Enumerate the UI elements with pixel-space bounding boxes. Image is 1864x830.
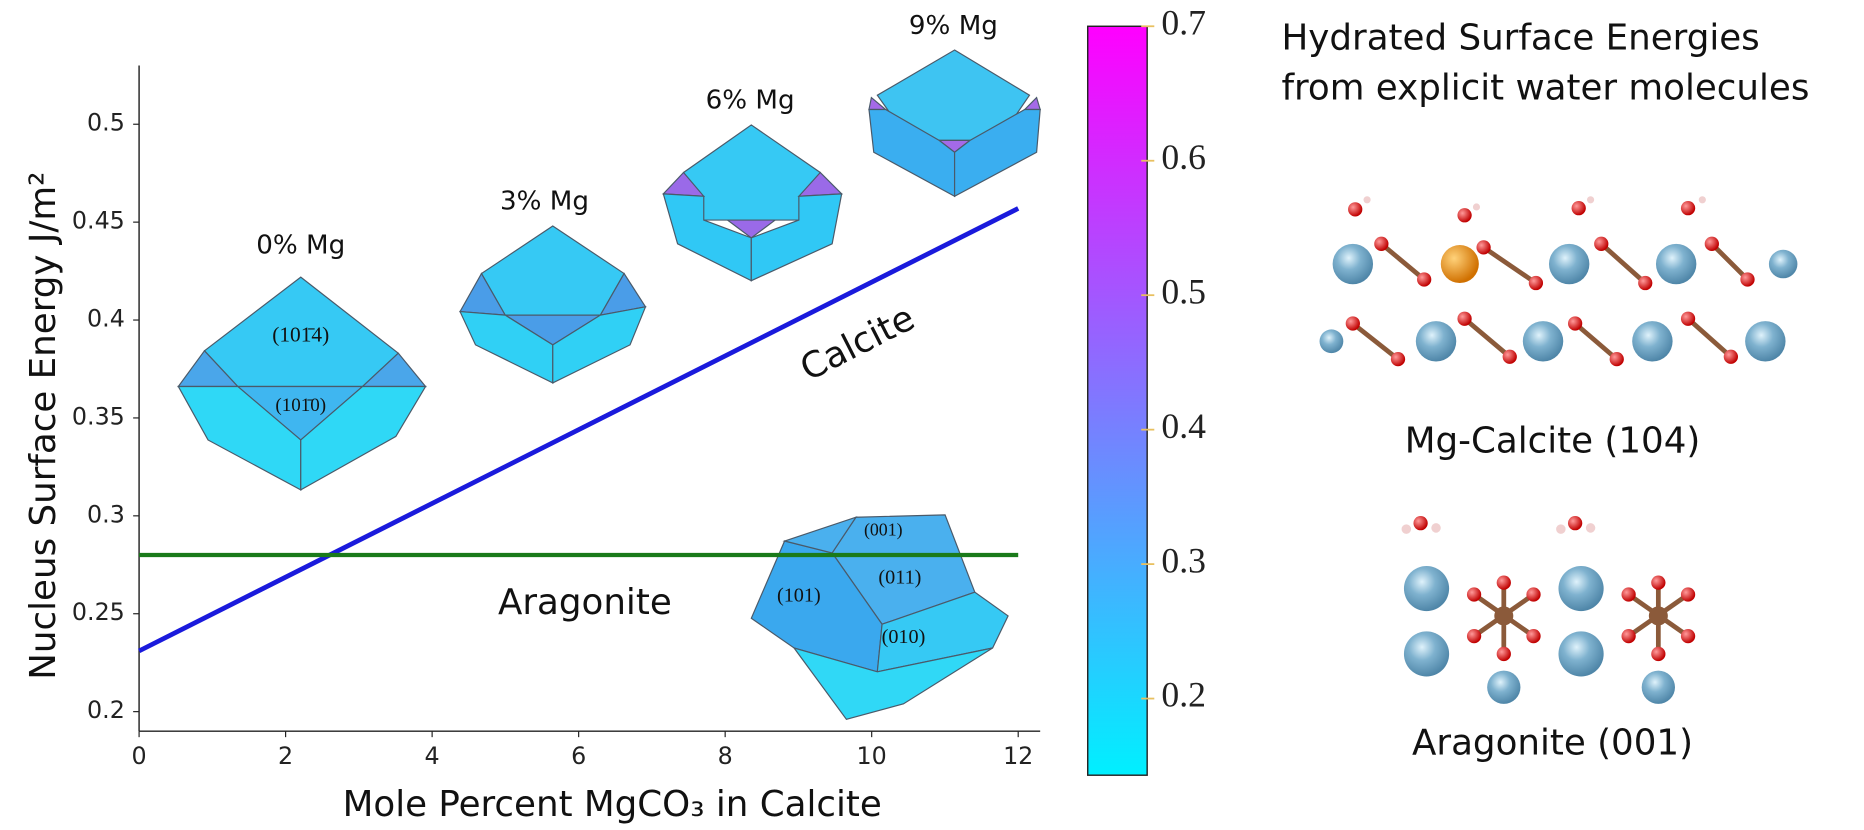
x-tick-label: 10 [857, 742, 887, 770]
y-axis-label: Nucleus Surface Energy J/m² [23, 172, 64, 680]
figure: 0.2 0.25 0.3 0.35 0.4 0.45 0.5 0 2 4 6 8 10 12 Mole Pe… [0, 0, 1864, 830]
crystal-3 [460, 226, 645, 383]
y-tick-label: 0.5 [87, 109, 125, 137]
page: {"chart_data": {"type": "line", "x_label… [0, 0, 1864, 830]
annotation: 3% Mg [500, 187, 589, 217]
panel-title: Hydrated Surface Energies [1282, 17, 1760, 58]
x-tick-label: 2 [278, 742, 293, 770]
colorbar-tick-label: 0.5 [1161, 271, 1206, 311]
crystal-0 [178, 277, 425, 490]
crystal-6 [663, 125, 841, 281]
colorbar-tick-label: 0.2 [1161, 675, 1206, 715]
x-tick-label: 0 [132, 742, 147, 770]
colorbar-tick-label: 0.6 [1161, 137, 1206, 177]
annotation: (001) [864, 520, 903, 541]
annotation: (010) [882, 626, 926, 648]
annotation: (101) [777, 585, 821, 607]
colorbar-tick-label: 0.4 [1161, 406, 1206, 446]
annotation: (011) [878, 567, 921, 589]
y-tick-label: 0.4 [87, 305, 125, 333]
annotation: (101̄0) [275, 395, 326, 416]
colorbar-tick-label: 0.7 [1161, 2, 1206, 42]
colorbar-tick-label: 0.3 [1161, 540, 1206, 580]
panel-caption: Mg-Calcite (104) [1405, 420, 1701, 461]
y-tick-label: 0.3 [87, 500, 125, 528]
annotation: 0% Mg [256, 231, 345, 261]
x-tick-label: 12 [1003, 742, 1033, 770]
y-tick-label: 0.35 [72, 402, 125, 430]
panel-caption: Aragonite (001) [1412, 722, 1693, 763]
molecule-panel-aragonite [1402, 516, 1696, 704]
annotation: 6% Mg [706, 86, 795, 116]
x-tick-label: 4 [425, 742, 440, 770]
molecule-panel-calcite [1320, 196, 1798, 366]
crystal-9 [869, 50, 1040, 196]
annotation: 9% Mg [909, 11, 998, 41]
annotation: (101̄4) [272, 322, 329, 346]
x-axis-label: Mole Percent MgCO₃ in Calcite [343, 784, 882, 825]
x-tick-label: 6 [571, 742, 586, 770]
y-tick-label: 0.2 [87, 696, 125, 724]
y-tick-label: 0.45 [72, 207, 125, 235]
colorbar [1088, 26, 1147, 775]
series-label: Aragonite [498, 582, 672, 623]
panel-title: from explicit water molecules [1282, 67, 1810, 108]
crystal-aragonite [751, 515, 1008, 719]
x-tick-label: 8 [718, 742, 733, 770]
y-tick-label: 0.25 [72, 598, 125, 626]
